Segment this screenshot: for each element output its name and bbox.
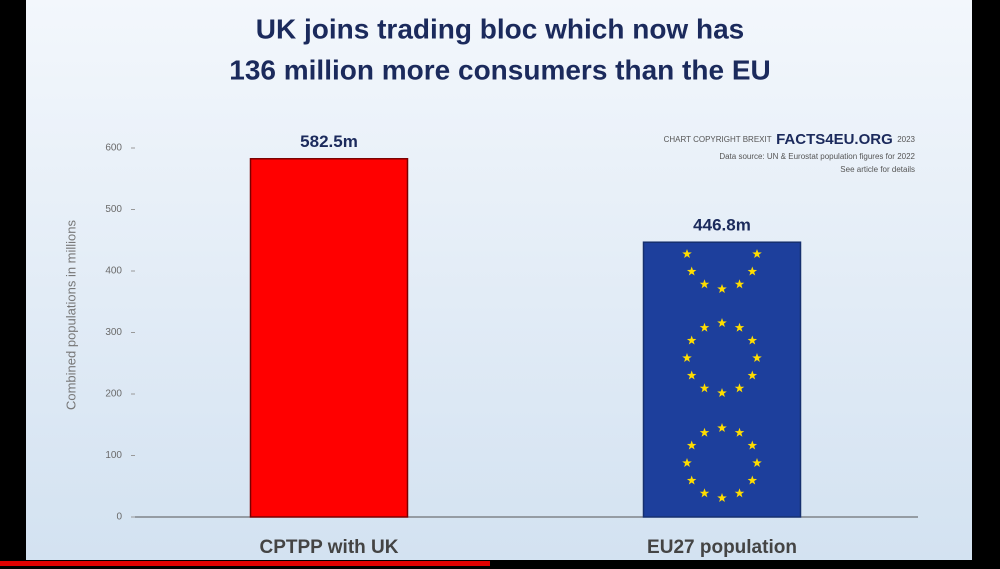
star (686, 335, 697, 345)
star (686, 440, 697, 450)
star (747, 475, 758, 485)
copyright-note: CHART COPYRIGHT BREXIT FACTS4EU.ORG 2023 (664, 131, 916, 148)
details-note: See article for details (840, 165, 915, 174)
y-axis-label: Combined populations in millions (63, 219, 78, 410)
star (682, 353, 692, 362)
chart-title: UK joins trading bloc which now has (256, 13, 744, 44)
star (682, 458, 692, 467)
star (717, 388, 727, 397)
bar (249, 158, 409, 518)
star (734, 488, 745, 498)
star (682, 249, 692, 258)
star (734, 279, 745, 289)
star (734, 427, 745, 437)
brand: FACTS4EU.ORG (776, 131, 893, 148)
star (752, 249, 762, 258)
chart-background (26, 0, 972, 560)
y-tick-label: 500 (105, 204, 122, 215)
star (686, 475, 697, 485)
copyright: CHART COPYRIGHT BREXIT (664, 135, 772, 144)
star (752, 458, 762, 467)
bar (642, 241, 802, 518)
star (699, 322, 710, 332)
star (717, 284, 727, 293)
x-tick-label: CPTPP with UK (260, 537, 399, 558)
y-tick-label: 300 (105, 327, 122, 338)
star (699, 427, 710, 437)
value-label: 446.8m (693, 216, 751, 235)
chart-title: 136 million more consumers than the EU (229, 54, 770, 85)
star (747, 440, 758, 450)
star (734, 383, 745, 393)
star (734, 322, 745, 332)
star (717, 493, 727, 502)
source-note: Data source: UN & Eurostat population fi… (719, 152, 915, 161)
star (752, 353, 762, 362)
star (747, 266, 758, 276)
y-tick-label: 400 (105, 266, 122, 277)
y-tick-label: 0 (116, 512, 122, 523)
star (686, 266, 697, 276)
star (717, 318, 727, 327)
star (686, 370, 697, 380)
star (699, 488, 710, 498)
year: 2023 (897, 135, 915, 144)
star (717, 423, 727, 432)
y-tick-label: 100 (105, 450, 122, 461)
progress-bar (0, 561, 490, 566)
y-tick-label: 200 (105, 389, 122, 400)
eu-stars (682, 249, 762, 502)
star (747, 370, 758, 380)
y-tick-label: 600 (105, 143, 122, 154)
star (699, 383, 710, 393)
x-tick-label: EU27 population (647, 537, 797, 558)
value-label: 582.5m (300, 132, 358, 151)
star (699, 279, 710, 289)
star (747, 335, 758, 345)
